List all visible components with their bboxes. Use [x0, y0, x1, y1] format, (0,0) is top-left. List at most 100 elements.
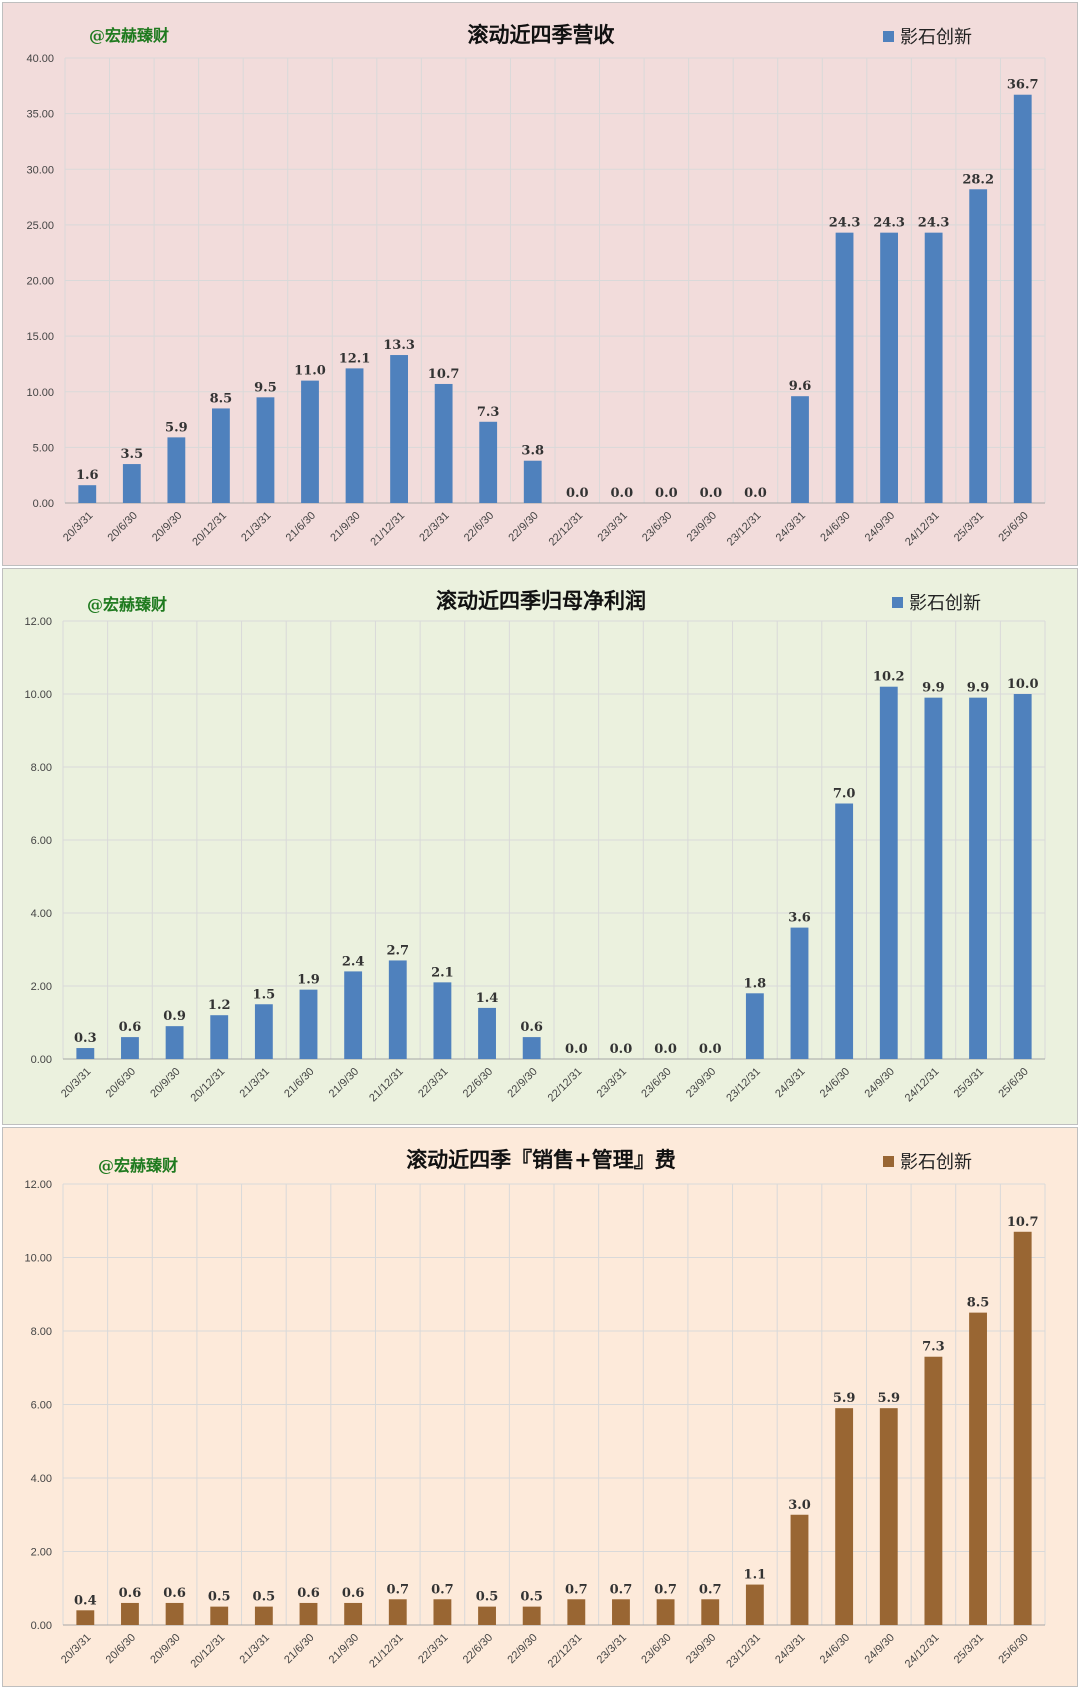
- bar: [434, 383, 453, 503]
- y-tick-label: 10.00: [24, 689, 52, 701]
- data-label: 0.6: [520, 1020, 543, 1035]
- bar: [210, 1015, 229, 1059]
- data-label: 3.0: [788, 1498, 811, 1513]
- bar: [790, 927, 809, 1059]
- x-tick-label: 25/6/30: [996, 510, 1030, 544]
- bar: [76, 1610, 95, 1625]
- x-tick-label: 21/12/31: [367, 1632, 406, 1671]
- y-tick-label: 0.00: [31, 1054, 52, 1066]
- x-tick-label: 23/9/30: [684, 1066, 718, 1100]
- bar: [433, 982, 452, 1059]
- y-tick-label: 10.00: [26, 387, 54, 399]
- bar: [835, 1408, 854, 1625]
- net-profit-chart: 0.00 2.00 4.00 6.00 8.00 10.00 12.00 0.3 20/3/31…: [24, 616, 1046, 1105]
- bar: [121, 1037, 139, 1059]
- x-tick-label: 20/6/30: [104, 1632, 138, 1666]
- data-label: 10.7: [1007, 1215, 1039, 1230]
- data-label: 3.6: [788, 911, 811, 926]
- data-label: 0.7: [654, 1582, 677, 1597]
- y-tick-label: 15.00: [26, 331, 54, 343]
- y-tick-label: 5.00: [33, 442, 54, 454]
- x-tick-label: 24/3/31: [773, 1066, 807, 1100]
- watermark: @宏赫臻财: [87, 595, 168, 614]
- watermark: @宏赫臻财: [89, 26, 170, 45]
- data-label: 5.9: [165, 420, 188, 435]
- legend-label: 影石创新: [900, 1152, 972, 1173]
- x-tick-label: 23/6/30: [640, 510, 674, 544]
- x-tick-label: 25/6/30: [996, 1066, 1030, 1100]
- y-tick-label: 2.00: [31, 981, 52, 993]
- bar: [924, 232, 943, 503]
- x-tick-label: 23/6/30: [639, 1632, 673, 1666]
- x-tick-label: 24/6/30: [818, 1066, 852, 1100]
- data-label: 7.3: [477, 405, 500, 420]
- x-tick-label: 20/9/30: [150, 510, 184, 544]
- expense-chart: 0.00 2.00 4.00 6.00 8.00 10.00 12.00 0.4 20/3/31…: [24, 1179, 1046, 1671]
- chart-title: 滚动近四季归母净利润: [436, 588, 646, 613]
- data-label: 9.9: [922, 681, 945, 696]
- data-label: 5.9: [877, 1391, 900, 1406]
- x-tick-label: 21/6/30: [284, 510, 318, 544]
- bar: [388, 1599, 407, 1625]
- x-tick-label: 23/6/30: [639, 1066, 673, 1100]
- x-tick-label: 22/12/31: [546, 1066, 585, 1105]
- data-label: 7.0: [833, 787, 856, 802]
- bar: [835, 803, 854, 1059]
- x-tick-label: 25/3/31: [952, 1632, 986, 1666]
- data-label: 12.1: [339, 351, 371, 366]
- y-tick-label: 30.00: [26, 164, 54, 176]
- x-tick-label: 22/6/30: [461, 1632, 495, 1666]
- x-tick-label: 23/12/31: [725, 510, 764, 549]
- data-label: 1.2: [208, 998, 231, 1013]
- data-label: 1.8: [744, 976, 767, 991]
- y-tick-label: 20.00: [26, 276, 54, 288]
- data-label: 24.3: [918, 216, 950, 231]
- bar: [924, 1356, 943, 1625]
- x-tick-label: 23/3/31: [595, 1632, 629, 1666]
- data-label: 0.0: [566, 486, 589, 501]
- x-tick-label: 21/6/30: [282, 1632, 316, 1666]
- x-tick-label: 24/9/30: [862, 1066, 896, 1100]
- x-tick-label: 23/3/31: [596, 510, 630, 544]
- bar: [612, 1599, 630, 1625]
- bar: [835, 232, 854, 503]
- data-label: 10.2: [873, 670, 905, 685]
- y-tick-label: 0.00: [33, 498, 54, 510]
- bar: [1013, 694, 1032, 1059]
- x-tick-label: 23/3/31: [595, 1066, 629, 1100]
- legend-label: 影石创新: [900, 27, 972, 48]
- y-tick-label: 4.00: [31, 1473, 52, 1485]
- data-label: 0.0: [700, 486, 723, 501]
- data-label: 0.6: [119, 1586, 142, 1601]
- y-tick-label: 8.00: [31, 762, 52, 774]
- x-tick-label: 21/3/31: [239, 510, 273, 544]
- data-label: 24.3: [829, 216, 861, 231]
- data-label: 0.0: [744, 486, 767, 501]
- data-label: 8.5: [210, 391, 233, 406]
- y-tick-label: 12.00: [24, 616, 52, 628]
- net-profit-chart-panel: 0.00 2.00 4.00 6.00 8.00 10.00 12.00 0.3 20/3/31…: [2, 568, 1078, 1125]
- bar: [344, 971, 363, 1059]
- x-tick-label: 25/3/31: [952, 510, 986, 544]
- x-tick-label: 23/9/30: [685, 510, 719, 544]
- chart-title: 滚动近四季『销售+管理』费: [406, 1147, 676, 1172]
- x-tick-label: 21/3/31: [238, 1632, 272, 1666]
- bar: [165, 1602, 184, 1625]
- bar: [969, 189, 988, 503]
- data-label: 0.0: [610, 1042, 633, 1057]
- chart-legend: 影石创新: [883, 23, 972, 49]
- data-label: 0.0: [654, 1042, 677, 1057]
- x-tick-label: 24/9/30: [863, 510, 897, 544]
- bar: [969, 1312, 987, 1625]
- bar: [522, 1037, 541, 1059]
- x-tick-label: 24/3/31: [774, 510, 808, 544]
- data-label: 9.5: [254, 380, 277, 395]
- x-tick-label: 21/9/30: [327, 1066, 361, 1100]
- bar: [254, 1004, 273, 1059]
- x-tick-label: 23/9/30: [684, 1632, 718, 1666]
- bar: [745, 1584, 764, 1625]
- bar: [522, 1606, 541, 1625]
- data-label: 0.6: [297, 1586, 320, 1601]
- data-label: 0.0: [699, 1042, 722, 1057]
- y-tick-label: 10.00: [24, 1253, 52, 1265]
